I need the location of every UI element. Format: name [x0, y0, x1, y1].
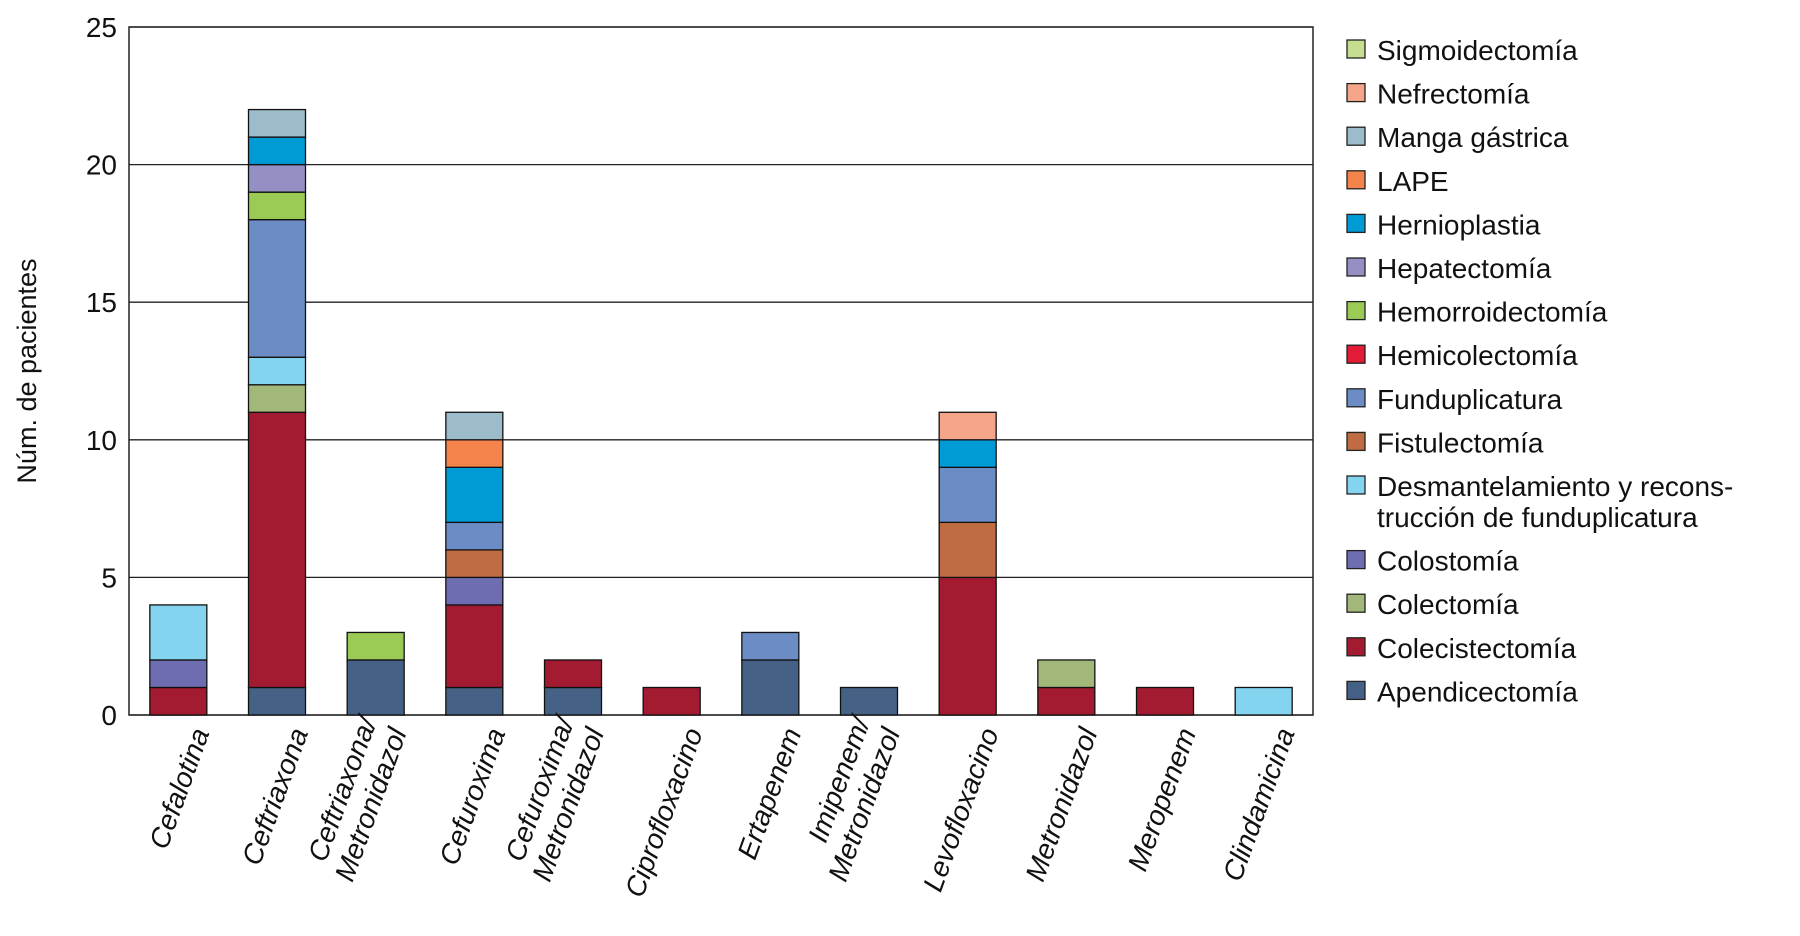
bar-segment — [938, 466, 997, 524]
bar-segment — [543, 686, 603, 716]
plot-frame — [128, 26, 1314, 716]
bar-segment — [938, 439, 997, 468]
bar-segment — [445, 521, 504, 551]
legend-swatch — [1346, 170, 1366, 190]
x-tick-label: Levofloxacino — [917, 724, 1005, 896]
bar-segment — [741, 631, 800, 661]
legend-label: Hemicolectomía — [1377, 340, 1578, 371]
bar-segment — [445, 686, 504, 716]
bar-segment — [247, 218, 307, 358]
y-tick-label: 15 — [86, 287, 117, 318]
bar-segment — [247, 356, 307, 386]
bar-segment — [1234, 686, 1293, 716]
bar-segment — [445, 466, 504, 524]
bar-segment — [938, 576, 997, 716]
legend-swatch — [1346, 82, 1366, 103]
legend-swatch — [1346, 126, 1366, 146]
bar-segment — [1135, 686, 1195, 716]
legend-swatch — [1346, 593, 1366, 613]
bar-segment — [247, 163, 307, 193]
legend-label: Hernioplastia — [1377, 209, 1541, 240]
bar-segment — [741, 659, 800, 716]
legend-swatch — [1346, 388, 1366, 408]
legend-label: Nefrectomía — [1377, 79, 1530, 110]
y-tick-label: 5 — [101, 562, 117, 593]
bar-segment — [247, 136, 307, 166]
legend-label: Fistulectomía — [1377, 427, 1544, 458]
y-tick-label: 20 — [86, 150, 117, 181]
bar-segment — [149, 659, 208, 689]
x-tick-label: Clindamicina — [1217, 724, 1301, 885]
bar-segment — [346, 659, 405, 716]
y-tick-label: 0 — [101, 700, 117, 731]
bar-segment — [445, 604, 504, 689]
legend-swatch — [1346, 549, 1366, 570]
legend-label: Hemorroidectomía — [1377, 297, 1608, 328]
legend-swatch — [1346, 475, 1366, 495]
legend-swatch — [1346, 431, 1366, 452]
bar-segment — [247, 384, 307, 413]
legend-label: Colostomía — [1377, 546, 1519, 577]
legend-label: Hepatectomía — [1377, 253, 1552, 284]
bar-segment — [543, 659, 603, 689]
legend-swatch — [1346, 637, 1366, 657]
bar-segment — [642, 686, 701, 716]
bar-segment — [247, 108, 307, 138]
bar-segment — [149, 604, 208, 661]
legend-swatch — [1346, 257, 1366, 277]
legend-swatch — [1346, 39, 1366, 59]
bar-segment — [1037, 659, 1096, 689]
legend-label: Colectomía — [1377, 589, 1519, 620]
legend-swatch — [1346, 344, 1366, 364]
bar-segment — [1037, 686, 1096, 716]
y-tick-label: 10 — [86, 425, 117, 456]
legend-label: LAPE — [1377, 166, 1449, 197]
bar-segment — [247, 686, 307, 716]
bar-segment — [445, 439, 504, 468]
bar-segment — [445, 411, 504, 441]
x-tick-label: Ertapenem — [731, 724, 807, 863]
bar-segment — [247, 191, 307, 221]
legend-label: Sigmoidectomía — [1377, 35, 1578, 66]
x-tick-label: Cefuroxima/Metronidazol — [496, 710, 611, 885]
bar-segment — [346, 631, 405, 661]
x-tick-label: Cefalotina — [143, 724, 215, 853]
legend-label: Colecistectomía — [1377, 633, 1577, 664]
y-tick-label: 25 — [86, 12, 117, 43]
bar-segment — [938, 411, 997, 441]
legend-label: Desmantelamiento y recons-trucción de fu… — [1377, 471, 1733, 533]
legend-label: Manga gástrica — [1377, 122, 1569, 153]
legend-swatch — [1346, 213, 1366, 234]
bar-segment — [247, 411, 307, 689]
x-tick-label: Meropenem — [1122, 724, 1202, 875]
legend-label: Apendicectomía — [1377, 676, 1578, 707]
x-tick-label: Imipenem/Metronidazol — [792, 710, 907, 885]
x-tick-label: Cefuroxima — [433, 724, 511, 869]
bar-segment — [445, 549, 504, 579]
bar-segment — [149, 686, 208, 716]
y-axis-label: Núm. de pacientes — [12, 258, 42, 483]
legend-label: Funduplicatura — [1377, 384, 1563, 415]
x-tick-label: Ceftriaxona — [236, 724, 314, 869]
x-tick-label: Metronidazol — [1019, 723, 1103, 885]
x-tick-label: Ciprofloxacino — [619, 724, 709, 901]
bar-segment — [839, 686, 899, 716]
legend-swatch — [1346, 300, 1366, 321]
bar-segment — [938, 521, 997, 579]
x-tick-label: Ceftriaxona/Metronidazol — [299, 710, 414, 885]
bar-segment — [445, 576, 504, 606]
legend-swatch — [1346, 680, 1366, 701]
